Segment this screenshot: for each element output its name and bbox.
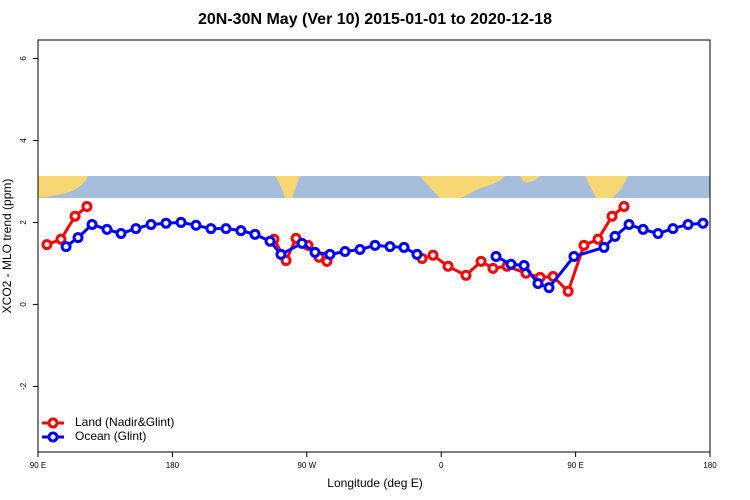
point <box>618 200 630 212</box>
point <box>264 235 276 247</box>
y-tick-label: 6 <box>19 56 28 61</box>
point <box>235 225 247 237</box>
point <box>41 239 53 251</box>
point <box>487 262 499 274</box>
y-tick-label: 2 <box>19 220 28 225</box>
point <box>339 246 351 258</box>
x-tick-label: 180 <box>703 461 717 470</box>
point <box>296 237 308 249</box>
y-tick-label: -2 <box>19 382 28 390</box>
point <box>697 217 709 229</box>
point <box>411 248 423 260</box>
point <box>442 260 454 272</box>
point <box>637 223 649 235</box>
point <box>60 241 72 253</box>
y-tick-label: 4 <box>19 138 28 143</box>
point <box>384 241 396 253</box>
point <box>543 282 555 294</box>
point <box>55 233 67 245</box>
x-tick-label: 90 W <box>297 461 316 470</box>
point <box>682 218 694 230</box>
point <box>518 259 530 271</box>
point <box>568 250 580 262</box>
series-line <box>65 220 704 290</box>
point <box>130 223 142 235</box>
point <box>275 248 287 260</box>
point <box>475 255 487 267</box>
point <box>81 200 93 212</box>
point <box>532 278 544 290</box>
map-band <box>38 176 710 198</box>
point <box>369 239 381 251</box>
point <box>354 243 366 255</box>
point <box>101 223 113 235</box>
point <box>324 248 336 260</box>
point <box>398 241 410 253</box>
point <box>609 230 621 242</box>
point <box>606 210 618 222</box>
point <box>115 227 127 239</box>
point <box>205 223 217 235</box>
x-tick-label: 180 <box>166 461 180 470</box>
point <box>86 218 98 230</box>
point <box>145 218 157 230</box>
point <box>667 223 679 235</box>
legend-label: Ocean (Glint) <box>75 429 146 443</box>
point <box>652 227 664 239</box>
point <box>490 250 502 262</box>
point <box>72 232 84 244</box>
point <box>190 219 202 231</box>
point <box>598 241 610 253</box>
chart-title: 20N-30N May (Ver 10) 2015-01-01 to 2020-… <box>198 11 552 28</box>
plot-frame <box>37 39 711 453</box>
point <box>505 258 517 270</box>
y-axis-label: XCO2 - MLO trend (ppm) <box>0 179 14 314</box>
x-tick-label: 90 E <box>567 461 583 470</box>
x-tick-label: 90 E <box>30 461 46 470</box>
x-axis-label: Longitude (deg E) <box>327 476 422 490</box>
point <box>562 285 574 297</box>
point <box>578 239 590 251</box>
point <box>175 216 187 228</box>
point <box>309 246 321 258</box>
point <box>220 223 232 235</box>
point <box>592 233 604 245</box>
legend-marker <box>47 431 59 443</box>
point <box>460 269 472 281</box>
point <box>623 218 635 230</box>
legend-marker <box>47 417 59 429</box>
point <box>160 217 172 229</box>
y-tick-label: 0 <box>19 302 28 307</box>
legend-label: Land (Nadir&Glint) <box>75 415 174 429</box>
point <box>69 210 81 222</box>
x-tick-label: 0 <box>439 461 444 470</box>
point <box>427 249 439 261</box>
point <box>249 228 261 240</box>
